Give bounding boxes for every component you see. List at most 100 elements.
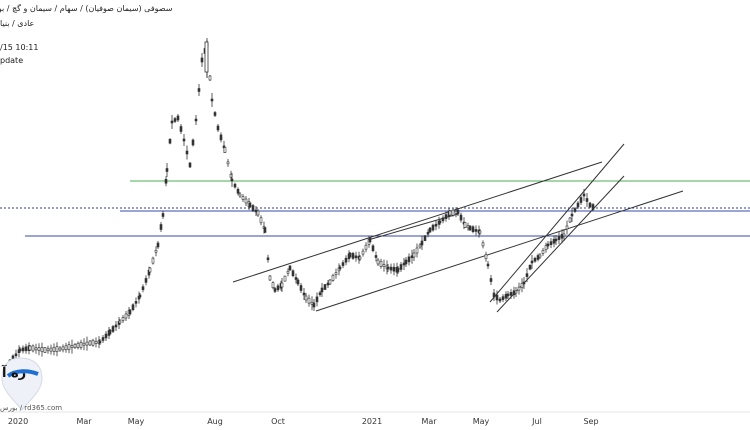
candle bbox=[226, 158, 230, 167]
candle bbox=[276, 283, 280, 292]
candle bbox=[351, 251, 355, 260]
candle bbox=[219, 132, 223, 143]
candle bbox=[376, 258, 380, 266]
candle bbox=[591, 203, 595, 211]
candle bbox=[148, 267, 152, 273]
candle bbox=[286, 268, 290, 277]
x-tick-label: Mar bbox=[421, 417, 437, 426]
candle bbox=[154, 246, 158, 257]
candle bbox=[318, 290, 322, 297]
horizontal-levels bbox=[0, 180, 750, 237]
trendline-3[interactable] bbox=[489, 143, 625, 303]
candle bbox=[131, 303, 135, 312]
candle bbox=[156, 241, 160, 249]
candle bbox=[382, 259, 386, 272]
x-tick-label: Jul bbox=[531, 417, 542, 426]
candle bbox=[468, 225, 472, 231]
candle bbox=[562, 229, 566, 241]
candle bbox=[426, 229, 430, 238]
candle bbox=[459, 212, 463, 223]
candle bbox=[43, 347, 47, 353]
candle bbox=[176, 114, 180, 122]
datetime-label: /15 10:11 bbox=[0, 43, 38, 52]
candle bbox=[141, 284, 145, 293]
candle bbox=[434, 220, 438, 231]
candle bbox=[168, 138, 172, 145]
site-watermark: بورس / rd365.com bbox=[0, 404, 63, 412]
status-text: pdate bbox=[0, 56, 24, 65]
candle bbox=[182, 134, 186, 146]
candle bbox=[294, 273, 298, 284]
candle bbox=[111, 325, 115, 333]
trendline-2[interactable] bbox=[315, 190, 684, 312]
candle bbox=[208, 75, 212, 81]
candle bbox=[582, 189, 586, 201]
candle bbox=[478, 229, 482, 235]
candle bbox=[40, 342, 44, 357]
x-tick-label: Oct bbox=[271, 417, 285, 426]
candle bbox=[358, 255, 362, 261]
candle bbox=[474, 225, 478, 236]
sub-breadcrumb-text: عادی / بنیا bbox=[0, 19, 35, 28]
candle bbox=[134, 297, 138, 308]
breadcrumb[interactable]: سصوفی (سیمان صوفیان) / سهام / سیمان و گچ… bbox=[0, 4, 172, 13]
candle bbox=[118, 319, 122, 325]
candle bbox=[573, 207, 577, 213]
candle bbox=[546, 241, 550, 249]
candle bbox=[238, 192, 242, 198]
candle bbox=[273, 287, 277, 293]
candle bbox=[331, 273, 335, 282]
candle bbox=[579, 195, 583, 205]
candle bbox=[114, 321, 118, 331]
candle bbox=[420, 236, 424, 250]
candle bbox=[354, 251, 358, 262]
candle bbox=[191, 138, 195, 147]
candle bbox=[506, 291, 510, 299]
candle bbox=[323, 284, 327, 290]
candle bbox=[200, 53, 204, 67]
trendline-1[interactable] bbox=[232, 161, 603, 283]
candle bbox=[304, 293, 308, 303]
candle bbox=[386, 264, 390, 272]
candle bbox=[288, 265, 292, 271]
candle bbox=[91, 338, 95, 347]
candle bbox=[302, 288, 306, 300]
candle bbox=[525, 268, 529, 283]
logo: ره آ bbox=[0, 352, 60, 414]
candle bbox=[328, 279, 332, 285]
candle bbox=[486, 261, 490, 269]
x-tick-label: Mar bbox=[76, 417, 92, 426]
candle bbox=[18, 347, 22, 353]
candle bbox=[509, 288, 513, 299]
candle bbox=[185, 145, 189, 160]
candle bbox=[533, 256, 537, 263]
candle bbox=[320, 283, 324, 297]
candle bbox=[522, 277, 526, 289]
candle bbox=[492, 289, 496, 301]
candle bbox=[21, 345, 25, 354]
candle bbox=[484, 251, 488, 262]
candle bbox=[368, 237, 372, 243]
candle bbox=[312, 299, 316, 311]
candle bbox=[24, 343, 28, 354]
candle bbox=[396, 266, 400, 274]
candle bbox=[170, 115, 174, 129]
candle bbox=[173, 117, 177, 123]
candle bbox=[98, 339, 102, 345]
candle bbox=[431, 223, 435, 232]
candle bbox=[213, 111, 217, 117]
candle bbox=[283, 275, 287, 282]
candle bbox=[124, 311, 128, 321]
candle bbox=[291, 269, 295, 278]
candle bbox=[528, 264, 532, 271]
candle bbox=[121, 315, 125, 323]
candle bbox=[418, 243, 422, 249]
candle bbox=[76, 341, 80, 350]
candle bbox=[223, 147, 227, 153]
candle bbox=[374, 251, 378, 262]
candle bbox=[517, 282, 521, 295]
candle bbox=[244, 196, 248, 206]
candle bbox=[37, 343, 41, 356]
candle bbox=[514, 287, 518, 297]
